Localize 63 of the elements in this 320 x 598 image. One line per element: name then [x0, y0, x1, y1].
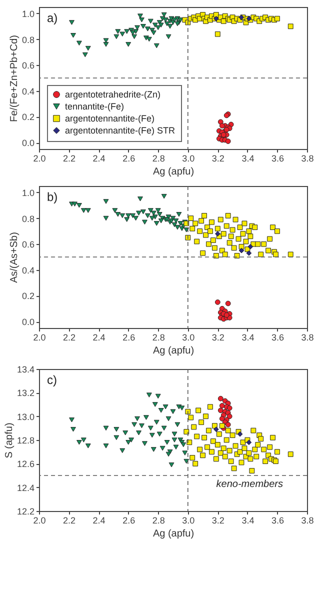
x-tick-label: 2.6 — [122, 516, 136, 526]
legend-label: argentotennantite-(Fe) — [65, 114, 155, 124]
annotation: a) — [47, 11, 58, 25]
annotation: b) — [47, 190, 58, 204]
x-tick-label: 2.0 — [33, 154, 46, 164]
x-tick-label: 2.6 — [122, 332, 136, 342]
y-tick-label: 12.6 — [16, 459, 34, 470]
x-tick-label: 2.6 — [122, 154, 136, 164]
y-tick-label: 0.2 — [22, 291, 34, 302]
y-tick-label: 13.2 — [16, 388, 34, 398]
x-tick-label: 3.8 — [301, 516, 314, 526]
x-tick-label: 2.0 — [33, 516, 46, 526]
annotation: c) — [47, 373, 57, 387]
x-tick-label: 3.2 — [212, 154, 224, 164]
x-tick-label: 3.0 — [182, 332, 195, 342]
x-tick-label: 3.4 — [242, 154, 254, 164]
legend-label: argentotetrahedrite-(Zn) — [65, 90, 161, 100]
y-tick-label: 0.2 — [22, 112, 34, 122]
x-tick-label: 2.2 — [63, 332, 76, 342]
y-tick-label: 13.4 — [16, 364, 34, 374]
y-tick-label: 12.4 — [16, 482, 34, 493]
x-tick-label: 2.2 — [63, 516, 76, 526]
y-tick-label: 1.0 — [22, 188, 34, 198]
legend-label: tennantite-(Fe) — [65, 102, 124, 112]
y-tick-label: 1.0 — [22, 8, 34, 19]
annotation: keno-members — [216, 479, 283, 490]
x-tick-label: 3.4 — [242, 332, 254, 342]
x-tick-label: 2.4 — [92, 516, 106, 526]
y-tick-label: 0.6 — [22, 60, 34, 71]
x-tick-label: 3.2 — [212, 332, 224, 342]
y-axis-title: Fe/(Fe+Zn+Pb+Cd) — [8, 35, 20, 122]
x-tick-label: 2.8 — [152, 332, 165, 342]
x-tick-label: 3.0 — [182, 516, 195, 526]
y-axis-title: As/(As+Sb) — [8, 232, 20, 283]
legend-label: argentotennantite-(Fe) STR — [65, 126, 176, 136]
x-axis-title: Ag (apfu) — [152, 166, 194, 178]
x-axis-title: Ag (apfu) — [152, 528, 194, 540]
y-tick-label: 13.0 — [16, 412, 34, 422]
x-tick-label: 2.4 — [92, 154, 106, 164]
y-tick-label: 0.6 — [22, 240, 34, 250]
x-tick-label: 3.2 — [212, 516, 224, 526]
y-tick-label: 12.2 — [16, 506, 34, 516]
x-tick-label: 3.8 — [301, 332, 314, 342]
y-tick-label: 0.0 — [22, 317, 34, 328]
x-tick-label: 2.8 — [152, 516, 165, 526]
y-tick-label: 0.4 — [22, 86, 34, 96]
x-axis-title: Ag (apfu) — [152, 346, 194, 356]
x-tick-label: 2.0 — [33, 332, 46, 342]
x-tick-label: 2.2 — [63, 154, 76, 164]
y-tick-label: 0.0 — [22, 138, 34, 148]
y-tick-label: 0.4 — [22, 265, 34, 276]
x-tick-label: 3.8 — [301, 154, 314, 164]
x-tick-label: 3.0 — [182, 154, 195, 164]
x-tick-label: 3.6 — [271, 154, 284, 164]
y-tick-label: 0.8 — [22, 34, 34, 45]
x-tick-label: 2.4 — [92, 332, 106, 342]
x-tick-label: 3.6 — [271, 332, 284, 342]
y-tick-label: 12.8 — [16, 436, 34, 446]
x-tick-label: 3.6 — [271, 516, 284, 526]
y-tick-label: 0.8 — [22, 214, 34, 224]
y-axis-title: S (apfu) — [4, 422, 15, 458]
x-tick-label: 2.8 — [152, 154, 165, 164]
x-tick-label: 3.4 — [242, 516, 254, 526]
